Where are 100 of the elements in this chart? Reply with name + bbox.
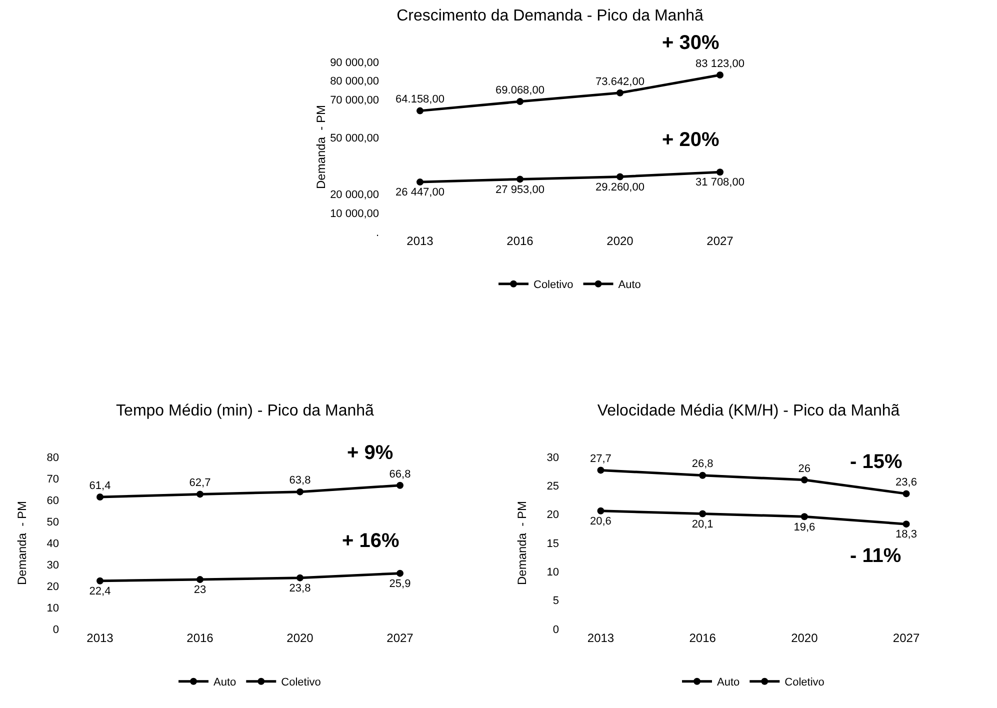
data-label: 25,9 — [389, 578, 411, 590]
y-tick-label: 30 — [46, 559, 59, 572]
y-tick-label: 20 — [546, 509, 559, 522]
point — [416, 178, 424, 186]
legend-label: Auto — [618, 279, 641, 292]
y-axis-title: Demanda - PM — [15, 500, 29, 586]
data-label: 26 447,00 — [396, 186, 444, 199]
data-label: 23 — [194, 584, 206, 596]
legend-label: Coletivo — [784, 676, 824, 689]
point — [716, 168, 724, 176]
legend-label: Coletivo — [281, 676, 321, 689]
y-tick-label: 80 000,00 — [330, 76, 379, 88]
point — [902, 520, 910, 528]
legend-label: Auto — [717, 676, 740, 689]
x-tick-label: 2013 — [406, 234, 434, 248]
text: + 30% — [662, 32, 720, 54]
point — [902, 490, 910, 498]
x-tick-label: 2013 — [587, 631, 614, 645]
point — [597, 507, 604, 514]
y-tick-label: 50 — [46, 516, 59, 528]
x-tick-label: 2020 — [606, 234, 634, 248]
data-label: 29.260,00 — [596, 181, 644, 194]
annotation: - 11% — [850, 545, 902, 567]
y-tick-label: . — [376, 226, 379, 239]
y-tick-label: 25 — [546, 480, 559, 493]
annotation: + 20% — [662, 129, 720, 151]
x-tick-label: 2016 — [506, 234, 534, 248]
data-label: 61,4 — [89, 480, 111, 492]
annotation: - 15% — [850, 451, 902, 473]
point — [96, 493, 104, 500]
data-label: 26,8 — [692, 458, 714, 470]
data-label: 26 — [798, 462, 811, 475]
point — [296, 574, 304, 582]
point — [800, 476, 808, 484]
point — [396, 570, 404, 577]
data-label: 23,8 — [289, 582, 311, 594]
x-tick-label: 2020 — [791, 631, 818, 645]
y-tick-label: 15 — [546, 538, 559, 550]
legend-label: Auto — [214, 676, 236, 689]
point — [716, 71, 724, 78]
y-tick-label: 0 — [52, 624, 59, 636]
point — [616, 89, 624, 96]
data-label: 62,7 — [189, 477, 211, 490]
point — [699, 472, 706, 479]
data-label: 23,6 — [896, 476, 917, 489]
y-tick-label: 0 — [552, 624, 559, 636]
y-tick-label: 20 000,00 — [330, 189, 379, 202]
x-tick-label: 2016 — [689, 631, 716, 645]
point — [296, 488, 304, 496]
x-tick-label: 2027 — [892, 631, 920, 645]
data-label: 22,4 — [89, 585, 111, 598]
point — [396, 482, 404, 489]
data-label: 69.068,00 — [496, 84, 544, 96]
x-tick-label: 2027 — [706, 234, 734, 248]
y-tick-label: 20 — [46, 580, 59, 593]
y-axis-title: Demanda - PM — [314, 104, 328, 190]
point — [597, 466, 604, 474]
data-label: 18,3 — [896, 528, 917, 541]
x-tick-label: 2016 — [186, 631, 214, 645]
data-label: 66,8 — [389, 468, 411, 480]
data-label: 27 953,00 — [496, 184, 544, 196]
y-tick-label: 90 000,00 — [330, 56, 379, 69]
y-tick-label: 80 — [46, 452, 59, 464]
annotation: + 16% — [342, 530, 400, 552]
data-label: 20,1 — [692, 518, 714, 530]
y-tick-label: 40 — [46, 538, 59, 550]
point — [416, 107, 424, 114]
y-tick-label: 50 000,00 — [330, 132, 379, 144]
y-axis-title: Demanda - PM — [515, 500, 529, 586]
data-label: 73.642,00 — [596, 76, 644, 88]
point — [516, 176, 524, 183]
y-tick-label: 60 — [46, 494, 59, 507]
y-tick-label: 10 — [46, 602, 59, 614]
point — [196, 490, 204, 498]
data-label: 63,8 — [289, 474, 311, 487]
point — [196, 576, 204, 584]
data-label: 27,7 — [590, 453, 612, 466]
data-label: 20,6 — [590, 516, 612, 528]
data-label: 31 708,00 — [696, 176, 744, 189]
x-tick-label: 2027 — [386, 631, 414, 645]
legend-label: Coletivo — [534, 279, 574, 292]
chart-title: Crescimento da Demanda - Pico da Manhã — [396, 8, 704, 24]
y-tick-label: 30 — [546, 452, 559, 464]
data-label: 83 123,00 — [696, 58, 744, 70]
annotation: + 9% — [347, 442, 394, 464]
x-tick-label: 2020 — [286, 631, 314, 645]
chart-title: Velocidade Média (KM/H) - Pico da Manhã — [597, 402, 900, 420]
point — [516, 98, 524, 106]
y-tick-label: 70 000,00 — [330, 94, 379, 107]
point — [616, 173, 624, 180]
x-tick-label: 2013 — [86, 631, 114, 645]
y-tick-label: 5 — [552, 595, 559, 608]
data-label: 64.158,00 — [396, 94, 444, 106]
y-tick-label: 10 000,00 — [330, 208, 379, 220]
point — [699, 510, 706, 518]
point — [96, 577, 104, 584]
data-label: 19,6 — [794, 521, 816, 534]
y-tick-label: 10 — [546, 566, 559, 579]
point — [800, 513, 808, 520]
y-tick-label: 70 — [46, 473, 59, 486]
